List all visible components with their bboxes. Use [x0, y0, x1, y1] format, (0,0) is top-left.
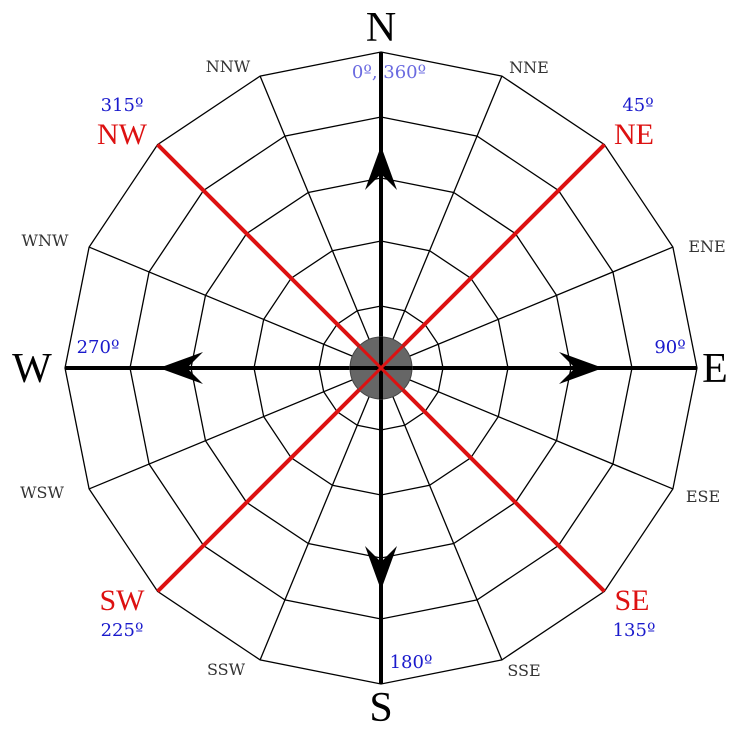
degree-east-label: 90º	[654, 337, 686, 358]
degree-southeast-label: 135º	[612, 620, 656, 641]
degree-west-label: 270º	[76, 337, 120, 358]
northwest-line	[156, 143, 383, 370]
southeast-line	[379, 366, 606, 593]
degree-northeast-label: 45º	[622, 95, 654, 116]
hub-cross	[350, 337, 412, 399]
hub-diag-1	[358, 345, 404, 391]
spoke-1	[391, 75, 503, 343]
spoke-11	[88, 378, 356, 490]
spoke-9	[259, 393, 371, 661]
nnw-label: NNW	[205, 57, 251, 76]
degree-south-label: 180º	[389, 652, 433, 673]
west-arrowhead	[159, 352, 203, 384]
ese-label: ESE	[685, 487, 721, 506]
degree-northwest-label: 315º	[100, 95, 144, 116]
southeast-label: SE	[614, 584, 650, 617]
ssw-label: SSW	[206, 660, 246, 679]
north-label: N	[365, 5, 397, 51]
wnw-label: WNW	[21, 231, 69, 250]
southwest-label: SW	[99, 584, 145, 617]
north-arrowhead	[365, 146, 397, 190]
spoke-13	[88, 246, 356, 358]
southwest-line	[156, 366, 383, 593]
northeast-label: NE	[614, 118, 654, 151]
degree-north-label: 0º, 360º	[351, 62, 427, 83]
nne-label: NNE	[509, 58, 549, 77]
intercardinal-lines	[156, 143, 606, 593]
spoke-lines	[88, 75, 674, 661]
northeast-line	[379, 143, 606, 370]
spoke-3	[406, 246, 674, 358]
south-arrowhead	[365, 546, 397, 590]
spoke-7	[391, 393, 503, 661]
sse-label: SSE	[507, 661, 541, 680]
ene-label: ENE	[688, 237, 726, 256]
cardinal-axes	[65, 52, 697, 684]
spoke-5	[406, 378, 674, 490]
west-label: W	[12, 346, 52, 392]
south-label: S	[369, 685, 393, 731]
degree-southwest-label: 225º	[100, 620, 144, 641]
northwest-label: NW	[97, 118, 147, 151]
east-label: E	[702, 346, 728, 392]
wsw-label: WSW	[20, 483, 64, 502]
east-arrowhead	[559, 352, 603, 384]
spoke-15	[259, 75, 371, 343]
